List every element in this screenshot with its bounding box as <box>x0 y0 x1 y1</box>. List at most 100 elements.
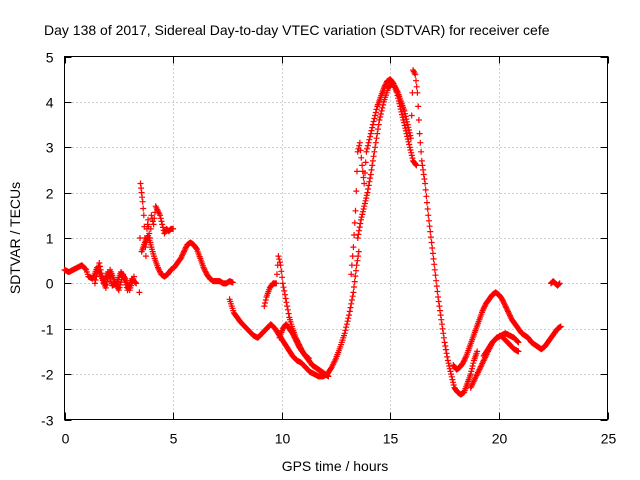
chart-title: Day 138 of 2017, Sidereal Day-to-day VTE… <box>44 22 550 38</box>
data-point <box>372 139 379 146</box>
data-point <box>182 244 189 251</box>
data-point <box>433 283 440 290</box>
data-point <box>408 112 415 119</box>
data-point <box>365 186 372 192</box>
data-point <box>412 71 419 78</box>
data-point <box>415 103 422 110</box>
data-point <box>380 101 387 108</box>
data-points <box>61 67 564 398</box>
data-point <box>422 186 429 193</box>
data-point <box>275 253 282 260</box>
data-point <box>445 360 452 367</box>
y-tick-label: 1 <box>46 231 54 247</box>
y-tick-label: -3 <box>41 413 54 429</box>
data-point <box>370 153 377 160</box>
data-point <box>424 206 431 212</box>
data-point <box>350 244 357 251</box>
data-point <box>371 148 378 155</box>
data-point <box>441 339 448 346</box>
data-point <box>354 235 361 241</box>
data-point <box>291 334 298 341</box>
data-point <box>142 253 149 260</box>
data-point <box>283 299 290 306</box>
data-point <box>373 106 380 113</box>
data-point <box>170 225 177 232</box>
data-point <box>401 122 408 129</box>
data-point <box>369 157 376 164</box>
data-point <box>426 223 433 230</box>
series-trace-g <box>276 321 312 362</box>
data-point <box>468 368 475 375</box>
data-point <box>404 118 410 125</box>
y-tick-label: 0 <box>46 276 54 292</box>
data-point <box>507 314 514 320</box>
data-point <box>348 297 355 303</box>
series-trace-h <box>348 76 420 278</box>
data-point <box>358 154 365 161</box>
data-point <box>406 144 413 151</box>
data-point <box>474 348 481 355</box>
data-point <box>364 145 371 152</box>
data-point <box>352 207 359 214</box>
data-point <box>363 192 370 199</box>
data-point <box>370 118 377 125</box>
data-point <box>131 273 137 280</box>
data-point <box>99 273 106 280</box>
data-point <box>372 112 379 119</box>
data-point <box>347 304 354 311</box>
data-point <box>356 227 362 234</box>
data-point <box>430 255 437 262</box>
data-point <box>159 221 166 228</box>
data-point <box>439 325 446 332</box>
data-point <box>426 217 432 224</box>
data-point <box>284 306 291 313</box>
data-point <box>353 188 360 195</box>
data-point <box>440 334 447 341</box>
series-trace-e <box>226 248 362 380</box>
data-point <box>343 324 350 331</box>
data-point <box>97 263 103 270</box>
data-point <box>399 111 405 118</box>
series-trace-j <box>450 289 564 373</box>
data-point <box>402 113 409 120</box>
data-point <box>502 303 509 310</box>
data-point <box>449 376 456 383</box>
data-point <box>427 234 434 241</box>
data-point <box>325 373 332 380</box>
data-point <box>356 142 363 149</box>
data-point <box>140 212 147 219</box>
data-point <box>262 297 269 303</box>
y-axis-label: SDTVAR / TECUs <box>7 182 23 294</box>
data-point <box>431 266 438 273</box>
data-point <box>148 212 155 219</box>
data-point <box>358 214 365 221</box>
data-point <box>367 130 374 137</box>
data-point <box>346 312 352 319</box>
data-point <box>361 203 368 210</box>
data-point <box>402 127 409 134</box>
data-point <box>276 256 283 263</box>
data-point <box>93 273 100 280</box>
data-point <box>417 139 424 146</box>
data-point <box>419 162 426 169</box>
data-point <box>139 198 146 205</box>
data-point <box>362 170 368 176</box>
data-point <box>374 130 381 137</box>
data-point <box>96 260 103 266</box>
data-point <box>157 215 164 222</box>
data-point <box>91 280 98 287</box>
data-point <box>280 284 287 291</box>
data-point <box>261 303 268 310</box>
data-point <box>285 310 292 317</box>
data-point <box>368 127 375 134</box>
data-point <box>362 197 369 204</box>
data-point <box>428 239 435 246</box>
data-point <box>446 365 453 372</box>
data-point <box>357 220 364 227</box>
data-point <box>408 152 415 159</box>
data-point <box>429 245 436 251</box>
data-point <box>348 271 355 278</box>
data-point <box>342 327 349 334</box>
x-tick-label: 20 <box>492 431 508 447</box>
data-point <box>367 171 374 178</box>
